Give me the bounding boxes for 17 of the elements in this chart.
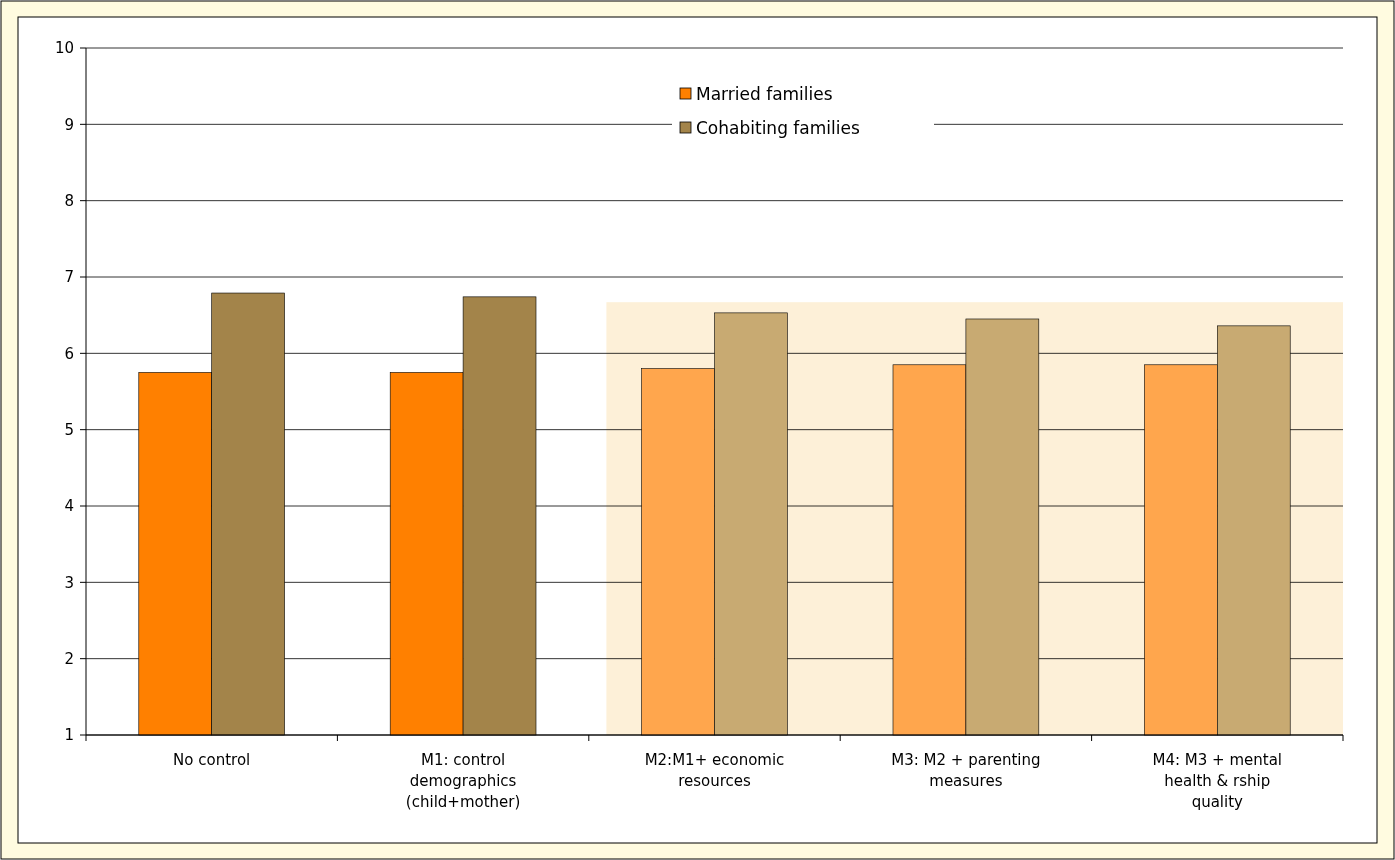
x-tick-label: No control [173,751,251,769]
x-tick-label: M3: M2 + parenting measures [891,751,1041,790]
y-tick-label: 8 [64,191,74,210]
x-tick-label: M2:M1+ economic resources [644,751,785,790]
x-tick-label: M4: M3 + mental health & rship quality [1152,751,1283,811]
y-tick-label: 4 [64,497,74,516]
y-tick-label: 1 [64,726,74,745]
y-tick-label: 10 [54,39,74,58]
y-tick-label: 5 [64,420,74,439]
y-tick-label: 9 [64,115,74,134]
x-tick-label: M1: control demographics (child+mother) [405,751,521,811]
legend-label: Cohabiting families [696,117,860,138]
y-tick-label: 7 [64,268,74,287]
legend-label: Married families [696,83,833,104]
y-tick-label: 3 [64,573,74,592]
y-tick-label: 2 [64,649,74,668]
y-tick-label: 6 [64,344,74,363]
